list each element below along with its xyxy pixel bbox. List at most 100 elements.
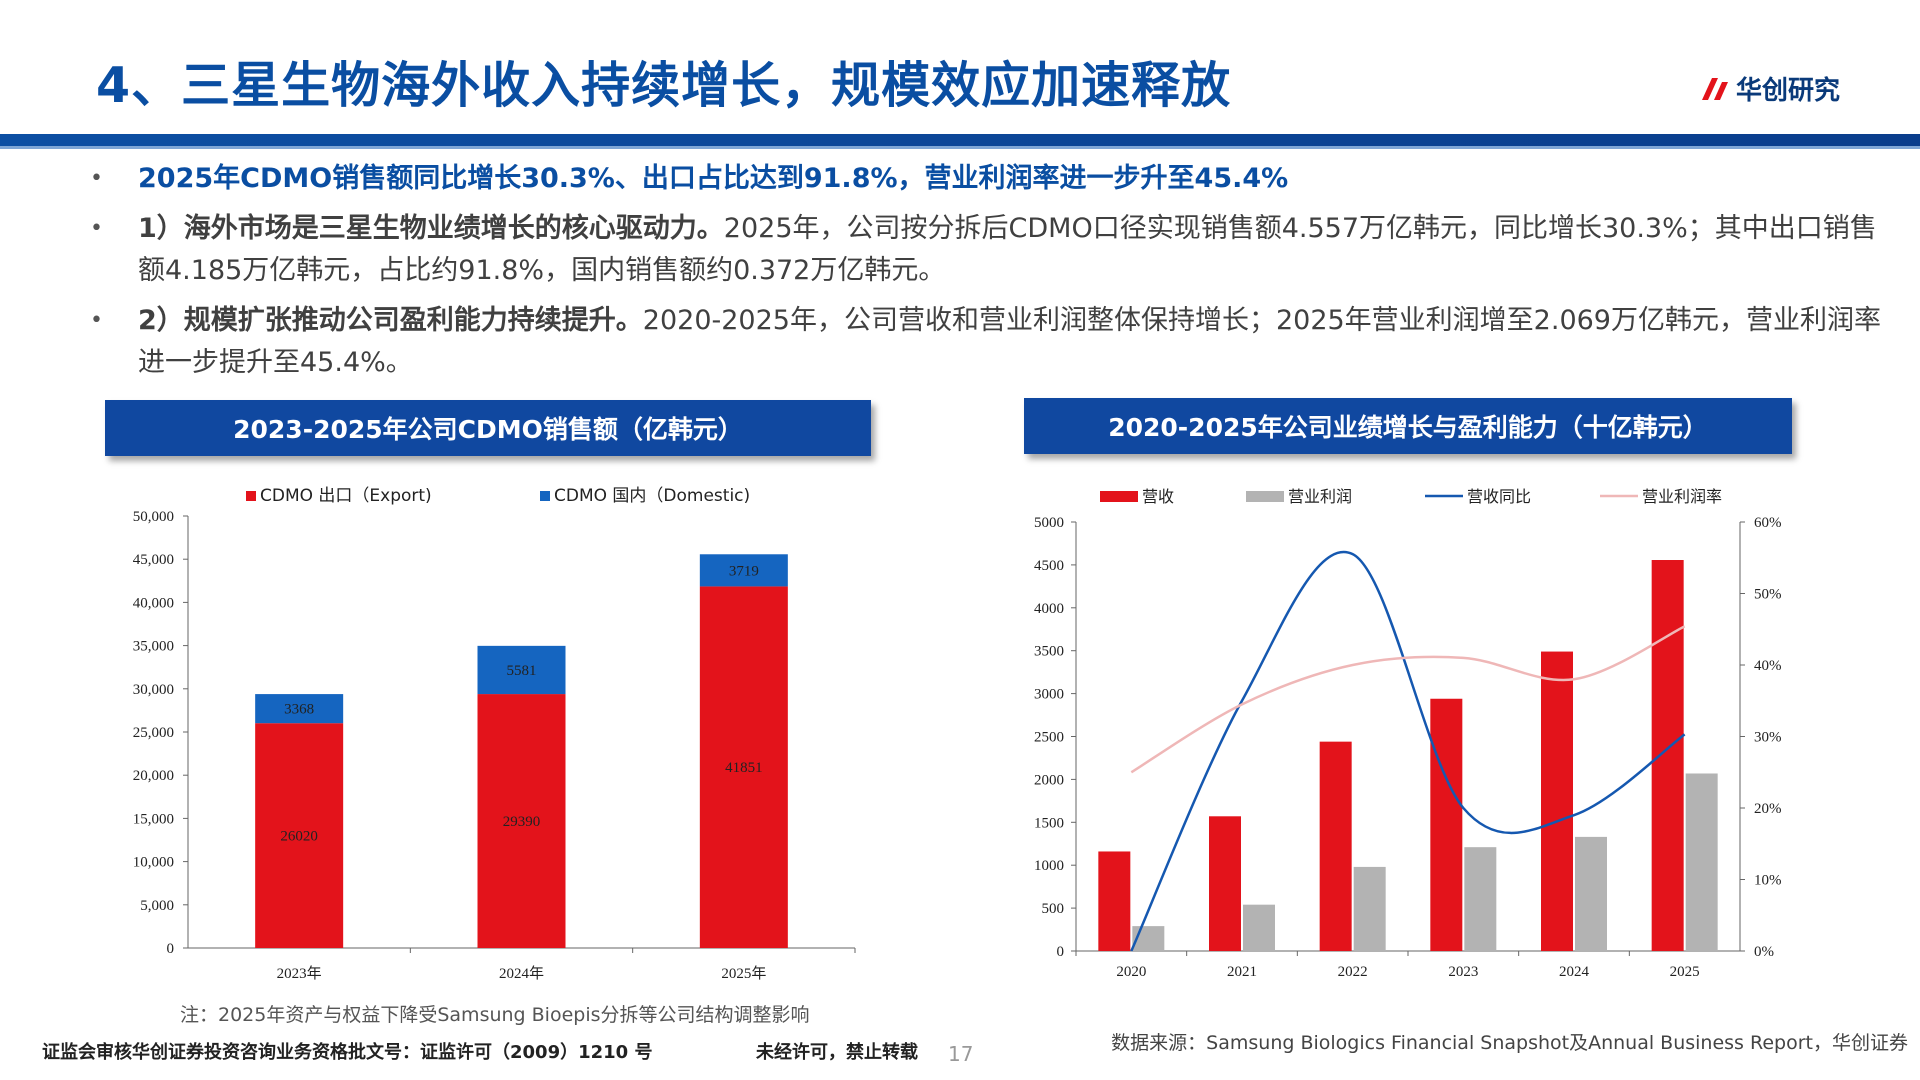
legend-label: CDMO 出口（Export): [260, 486, 432, 506]
bar-domestic: [477, 645, 566, 695]
x-tick-label: 2023年: [277, 965, 322, 982]
footer-license: 证监会审核华创证券投资咨询业务资格批文号：证监许可（2009）1210 号: [42, 1042, 653, 1063]
x-tick-label: 2024: [1559, 964, 1590, 980]
x-tick-label: 2021: [1227, 964, 1257, 980]
bullet-item: • 2025年CDMO销售额同比增长30.3%、出口占比达到91.8%，营业利润…: [90, 158, 1890, 200]
y2-tick-label: 60%: [1754, 515, 1782, 531]
y-tick-label: 3500: [1034, 644, 1064, 660]
cdmo-sales-chart: 0 5,000 10,000 15,000 20,000 25,000 30,000 35,0…: [133, 486, 856, 982]
y-tick-label: 0: [167, 941, 175, 957]
page-title: 4、三星生物海外收入持续增长，规模效应加速释放: [96, 57, 1232, 114]
bar-revenue: [1098, 851, 1131, 951]
bar-operating-profit: [1353, 866, 1386, 951]
bullet-lead: 2）规模扩张推动公司盈利能力持续提升。: [138, 305, 643, 336]
y-tick-label: 25,000: [133, 725, 174, 741]
bar-revenue: [1319, 741, 1352, 951]
x-tick-label: 2022: [1338, 964, 1368, 980]
y-tick-label: 50,000: [133, 509, 174, 525]
bullet-text: 2020-2025年，公司营收和营业利润整体保持增长；2025年营业利润增至2.…: [138, 305, 1881, 378]
logo-mark-icon: [1700, 74, 1730, 104]
bar-export: [255, 723, 344, 948]
y-tick-label: 20,000: [133, 768, 174, 784]
bar-domestic: [255, 694, 344, 724]
y-tick-label: 1000: [1034, 858, 1064, 874]
legend-label: CDMO 国内（Domestic): [554, 486, 750, 506]
data-label: 5581: [507, 663, 537, 679]
bar-revenue: [1209, 816, 1241, 951]
bar-export: [699, 586, 788, 948]
bullet-list: • 2025年CDMO销售额同比增长30.3%、出口占比达到91.8%，营业利润…: [90, 158, 1890, 392]
y-tick-label: 4000: [1034, 601, 1064, 617]
legend-label: 营收同比: [1467, 487, 1531, 506]
bar-export: [477, 694, 566, 948]
bar-domestic: [699, 554, 788, 587]
bullet-highlight: 2025年CDMO销售额同比增长30.3%、出口占比达到91.8%，营业利润率进…: [138, 163, 1289, 194]
y2-tick-label: 0%: [1754, 944, 1774, 960]
legend-label: 营业利润: [1288, 487, 1352, 506]
bar-revenue: [1651, 560, 1684, 951]
data-label: 26020: [280, 829, 318, 845]
data-label: 3368: [284, 702, 314, 718]
performance-chart: 0 500 1000 1500 2000 2500 3000 3500 4000 4500 5000…: [1034, 487, 1782, 980]
y-tick-label: 3000: [1034, 687, 1064, 703]
legend-label: 营业利润率: [1642, 487, 1722, 506]
y2-tick-label: 40%: [1754, 658, 1782, 674]
y-tick-label: 5000: [1034, 515, 1064, 531]
footer-notice: 未经许可，禁止转载: [756, 1042, 918, 1063]
y2-tick-label: 50%: [1754, 587, 1782, 603]
bar-operating-profit: [1464, 847, 1497, 951]
bullet-item: • 1）海外市场是三星生物业绩增长的核心驱动力。2025年，公司按分拆后CDMO…: [90, 208, 1890, 292]
y-tick-label: 0: [1057, 944, 1065, 960]
y-tick-label: 500: [1042, 901, 1065, 917]
bullet-item: • 2）规模扩张推动公司盈利能力持续提升。2020-2025年，公司营收和营业利…: [90, 300, 1890, 384]
bar-operating-profit: [1243, 904, 1275, 951]
legend-swatch: [1246, 491, 1284, 502]
legend-label: 营收: [1142, 487, 1174, 506]
y-tick-label: 35,000: [133, 639, 174, 655]
data-label: 29390: [503, 814, 541, 830]
logo-text: 华创研究: [1736, 76, 1841, 106]
data-label: 41851: [725, 760, 763, 776]
bullet-dot-icon: •: [90, 308, 103, 333]
y-tick-label: 40,000: [133, 595, 174, 611]
page-number: 17: [948, 1042, 974, 1066]
right-chart-title: 2020-2025年公司业绩增长与盈利能力（十亿韩元）: [1024, 398, 1792, 454]
line-revenue-yoy: [1130, 550, 1686, 952]
y-tick-label: 4500: [1034, 558, 1064, 574]
x-tick-label: 2025: [1670, 964, 1700, 980]
bar-operating-profit: [1575, 836, 1607, 951]
header-divider: [0, 134, 1920, 146]
x-tick-label: 2023: [1448, 964, 1478, 980]
data-source: 数据来源：Samsung Biologics Financial Snapsho…: [1111, 1032, 1908, 1054]
bar-operating-profit: [1685, 773, 1718, 951]
bullet-lead: 1）海外市场是三星生物业绩增长的核心驱动力。: [138, 213, 724, 244]
bar-revenue: [1541, 651, 1573, 951]
legend-swatch: [1100, 491, 1138, 502]
data-label: 3719: [729, 563, 759, 579]
bullet-dot-icon: •: [90, 166, 103, 191]
y-tick-label: 45,000: [133, 552, 174, 568]
y-tick-label: 1500: [1034, 815, 1064, 831]
y-tick-label: 5,000: [140, 898, 174, 914]
legend-swatch-domestic: [540, 491, 550, 501]
x-tick-label: 2025年: [721, 965, 766, 982]
line-operating-margin: [1130, 625, 1686, 774]
x-tick-label: 2020: [1116, 964, 1146, 980]
x-tick-label: 2024年: [499, 965, 544, 982]
y-tick-label: 2000: [1034, 772, 1064, 788]
left-chart-title: 2023-2025年公司CDMO销售额（亿韩元）: [105, 400, 871, 456]
bullet-text: 2025年，公司按分拆后CDMO口径实现销售额4.557万亿韩元，同比增长30.…: [138, 213, 1877, 286]
y-tick-label: 2500: [1034, 730, 1064, 746]
header-divider-light: [0, 146, 1920, 149]
y2-tick-label: 30%: [1754, 730, 1782, 746]
y-tick-label: 30,000: [133, 682, 174, 698]
y-tick-label: 15,000: [133, 811, 174, 827]
chart-note: 注：2025年资产与权益下降受Samsung Bioepis分拆等公司结构调整影…: [180, 1004, 810, 1026]
legend-swatch-export: [246, 491, 256, 501]
y-tick-label: 10,000: [133, 855, 174, 871]
brand-logo: 华创研究: [1700, 70, 1840, 107]
bullet-dot-icon: •: [90, 216, 103, 241]
y2-tick-label: 10%: [1754, 873, 1782, 889]
y2-tick-label: 20%: [1754, 801, 1782, 817]
bar-revenue: [1430, 698, 1463, 951]
